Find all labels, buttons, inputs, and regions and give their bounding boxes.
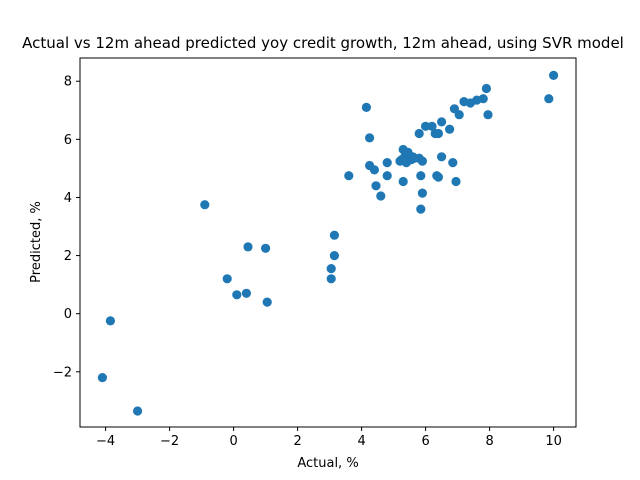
data-point-52 xyxy=(454,110,464,120)
data-point-38 xyxy=(417,188,427,198)
y-tick-label: 2 xyxy=(64,249,72,264)
x-tick-label: −2 xyxy=(160,434,179,449)
data-point-56 xyxy=(478,94,488,104)
data-point-21 xyxy=(382,158,392,168)
x-tick-label: 8 xyxy=(485,434,493,449)
data-point-58 xyxy=(483,110,493,120)
y-tick-label: 4 xyxy=(64,191,72,206)
data-point-19 xyxy=(371,181,381,191)
x-tick-label: 2 xyxy=(293,434,301,449)
points-layer xyxy=(97,70,559,416)
data-point-40 xyxy=(421,121,431,131)
data-point-37 xyxy=(416,204,426,214)
data-point-48 xyxy=(445,124,455,134)
data-point-59 xyxy=(544,94,554,104)
data-point-46 xyxy=(437,152,447,162)
data-point-26 xyxy=(398,176,408,187)
x-tick-label: 6 xyxy=(421,434,429,449)
data-point-36 xyxy=(416,171,426,181)
data-point-16 xyxy=(365,133,375,143)
data-point-10 xyxy=(326,274,336,284)
data-point-15 xyxy=(361,102,371,112)
data-point-6 xyxy=(241,288,251,298)
y-tick-label: 0 xyxy=(64,307,72,322)
data-point-7 xyxy=(243,242,253,252)
x-tick-label: 4 xyxy=(357,434,365,449)
data-point-18 xyxy=(369,165,379,175)
data-point-44 xyxy=(433,172,443,182)
data-point-4 xyxy=(222,274,232,284)
data-point-22 xyxy=(382,171,392,181)
y-tick-label: 6 xyxy=(64,133,72,148)
x-tick-label: 0 xyxy=(229,434,237,449)
data-point-41 xyxy=(427,121,437,131)
y-tick-label: 8 xyxy=(64,75,72,90)
data-point-13 xyxy=(329,230,339,240)
data-point-45 xyxy=(433,128,443,139)
data-point-14 xyxy=(344,171,354,181)
y-tick-label: −2 xyxy=(53,365,72,380)
data-point-3 xyxy=(200,200,210,210)
data-point-49 xyxy=(448,158,458,168)
x-axis-label: Actual, % xyxy=(297,456,358,471)
data-point-57 xyxy=(481,83,491,94)
data-point-51 xyxy=(451,176,461,187)
y-axis-label: Predicted, % xyxy=(29,201,44,283)
chart-title: Actual vs 12m ahead predicted yoy credit… xyxy=(22,34,624,52)
x-axis: −4 −2 0 2 4 6 8 10 xyxy=(96,427,562,449)
data-point-35 xyxy=(414,128,424,139)
data-point-5 xyxy=(232,290,242,300)
data-point-9 xyxy=(262,297,272,307)
x-tick-label: 10 xyxy=(545,434,562,449)
data-point-20 xyxy=(376,191,386,201)
data-point-8 xyxy=(261,243,271,253)
data-point-1 xyxy=(105,316,115,326)
data-point-39 xyxy=(417,156,427,166)
data-point-12 xyxy=(329,251,339,261)
data-point-2 xyxy=(133,406,143,416)
y-axis: −2 0 2 4 6 8 xyxy=(53,75,80,380)
data-point-47 xyxy=(437,117,447,127)
data-point-11 xyxy=(326,264,336,274)
plot-frame xyxy=(79,57,577,428)
data-point-60 xyxy=(549,70,559,80)
x-tick-label: −4 xyxy=(96,434,115,449)
data-point-0 xyxy=(97,373,107,383)
